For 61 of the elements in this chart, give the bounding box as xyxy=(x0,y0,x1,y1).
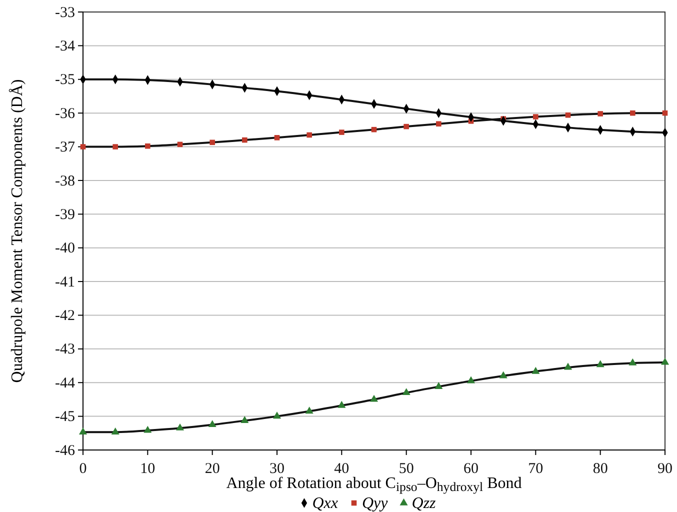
point xyxy=(532,366,540,374)
x-tick-label: 30 xyxy=(270,461,284,477)
point xyxy=(145,143,150,149)
point xyxy=(111,428,120,434)
point xyxy=(208,420,216,428)
point xyxy=(112,144,118,150)
y-tick-label: -33 xyxy=(55,4,75,21)
point xyxy=(176,423,184,430)
point xyxy=(80,144,86,150)
point xyxy=(305,406,314,414)
point xyxy=(499,371,508,378)
point xyxy=(404,124,409,130)
y-tick-label: -34 xyxy=(55,38,76,54)
y-tick-label: -41 xyxy=(55,274,75,290)
y-tick-label: -39 xyxy=(55,206,75,223)
point xyxy=(144,426,152,433)
point xyxy=(630,110,636,116)
y-tick-label: -38 xyxy=(55,173,75,190)
point xyxy=(242,137,248,143)
legend-label: Qxx xyxy=(312,495,338,512)
point xyxy=(240,416,249,424)
point xyxy=(628,358,637,366)
point xyxy=(272,412,282,419)
point xyxy=(596,360,604,368)
point xyxy=(436,121,442,127)
x-tick-label: 80 xyxy=(592,461,608,477)
y-tick-label: -36 xyxy=(55,106,76,122)
point xyxy=(533,114,538,120)
point xyxy=(78,428,88,434)
point xyxy=(660,358,670,365)
point xyxy=(402,388,410,396)
legend-label: Qzz xyxy=(412,495,437,512)
point xyxy=(338,400,346,408)
x-axis-title: Angle of Rotation about C$_{ipso}$–O$_{hydroxyl}$ Bond xyxy=(226,475,522,494)
x-tick-label: 40 xyxy=(334,461,350,477)
y-tick-label: -45 xyxy=(55,409,75,426)
y-tick-label: -40 xyxy=(55,240,75,257)
y-tick-label: -44 xyxy=(55,375,76,392)
point xyxy=(339,130,344,135)
y-axis-title: Quadrupole Moment Tensor Components (DÅ) xyxy=(8,79,26,383)
x-tick-label: 10 xyxy=(140,461,156,477)
point xyxy=(210,140,215,146)
point xyxy=(598,111,603,116)
y-tick-label: -43 xyxy=(55,342,75,358)
y-tick-label: -46 xyxy=(55,442,76,459)
x-tick-label: 70 xyxy=(528,461,544,477)
x-tick-label: 0 xyxy=(79,461,87,477)
y-tick-label: -42 xyxy=(55,308,75,324)
x-tick-label: 50 xyxy=(398,461,414,477)
point xyxy=(306,132,312,138)
y-tick-label: -35 xyxy=(55,72,75,88)
legend-label: Qyy xyxy=(362,495,389,512)
point xyxy=(466,376,476,384)
x-tick-label: 60 xyxy=(464,461,478,477)
x-tick-label: 90 xyxy=(658,461,672,477)
point xyxy=(564,362,572,370)
y-tick-label: -37 xyxy=(55,140,76,156)
point xyxy=(370,394,378,402)
point xyxy=(434,382,443,389)
x-tick-label: 20 xyxy=(204,461,220,477)
point xyxy=(274,135,280,140)
